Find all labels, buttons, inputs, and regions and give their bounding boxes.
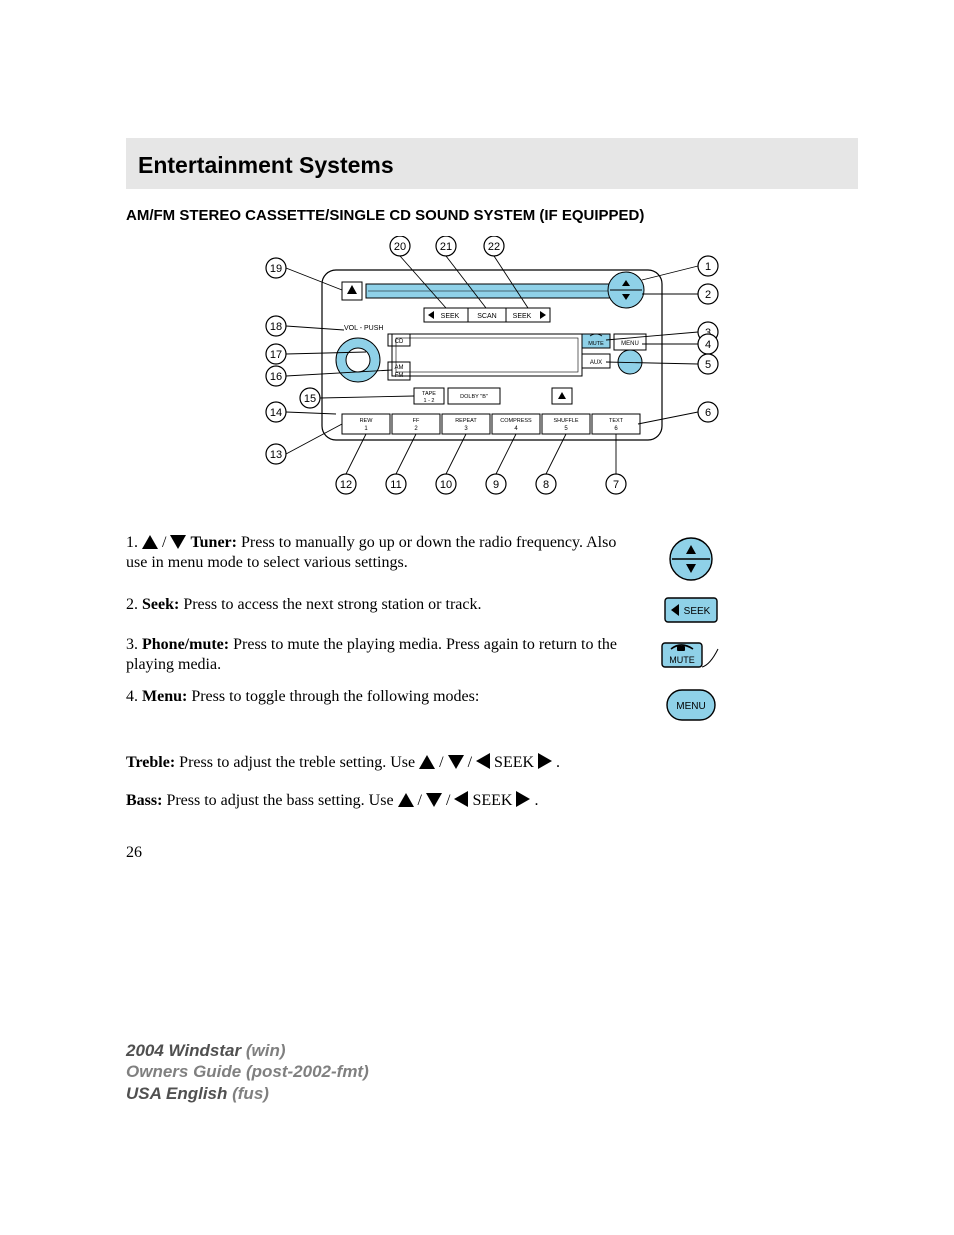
page-number: 26: [126, 843, 858, 863]
svg-text:5: 5: [705, 359, 711, 371]
svg-text:COMPRESS: COMPRESS: [500, 418, 532, 424]
item-3: 3. Phone/mute: Press to mute the playing…: [126, 635, 858, 675]
svg-text:2: 2: [705, 289, 711, 301]
left-triangle-icon: [454, 791, 468, 807]
item-4: 4. Menu: Press to toggle through the fol…: [126, 687, 858, 721]
item-1: 1. / Tuner: Press to manually go up or d…: [126, 533, 858, 583]
svg-text:3: 3: [464, 426, 468, 432]
right-triangle-icon: [538, 753, 552, 769]
item-2: 2. Seek: Press to access the next strong…: [126, 595, 858, 623]
svg-text:4: 4: [705, 339, 711, 351]
svg-text:SEEK: SEEK: [513, 313, 532, 320]
svg-text:17: 17: [270, 349, 282, 361]
svg-text:1: 1: [705, 261, 711, 273]
section-header: Entertainment Systems: [126, 138, 858, 189]
svg-text:SCAN: SCAN: [477, 313, 496, 320]
svg-text:5: 5: [564, 426, 568, 432]
down-triangle-icon: [170, 535, 186, 549]
section-title: Entertainment Systems: [138, 152, 846, 179]
svg-text:REPEAT: REPEAT: [455, 418, 477, 424]
down-triangle-icon: [426, 793, 442, 807]
svg-text:20: 20: [394, 241, 406, 253]
svg-text:SEEK: SEEK: [684, 606, 711, 617]
svg-text:TAPE: TAPE: [422, 391, 436, 397]
svg-text:21: 21: [440, 241, 452, 253]
svg-text:18: 18: [270, 321, 282, 333]
svg-text:22: 22: [488, 241, 500, 253]
treble-line: Treble: Press to adjust the treble setti…: [126, 751, 858, 775]
svg-text:15: 15: [304, 393, 316, 405]
svg-text:9: 9: [493, 479, 499, 491]
svg-text:11: 11: [390, 479, 401, 491]
mute-button: MUTE: [582, 334, 610, 348]
seek-scan-row: SEEK SCAN SEEK: [424, 308, 550, 322]
down-triangle-icon: [448, 755, 464, 769]
svg-text:13: 13: [270, 449, 282, 461]
svg-text:6: 6: [614, 426, 618, 432]
svg-text:AM: AM: [395, 365, 404, 371]
seek-button-icon: SEEK: [646, 595, 736, 623]
svg-text:MUTE: MUTE: [669, 655, 695, 665]
svg-text:TEXT: TEXT: [609, 418, 624, 424]
svg-text:19: 19: [270, 263, 282, 275]
svg-text:CD: CD: [395, 339, 404, 345]
svg-text:16: 16: [270, 371, 282, 383]
svg-text:1: 1: [364, 426, 368, 432]
svg-text:MENU: MENU: [676, 701, 705, 712]
svg-text:1 - 2: 1 - 2: [423, 398, 434, 404]
up-triangle-icon: [142, 535, 158, 549]
radio-diagram: SEEK SCAN SEEK VOL - PUSH CD AM FM: [246, 236, 738, 511]
svg-text:SHUFFLE: SHUFFLE: [553, 418, 578, 424]
svg-text:MUTE: MUTE: [588, 341, 604, 347]
up-triangle-icon: [398, 793, 414, 807]
svg-text:14: 14: [270, 407, 282, 419]
svg-text:FM: FM: [395, 373, 404, 379]
svg-text:SEEK: SEEK: [441, 313, 460, 320]
vol-push-label: VOL - PUSH: [344, 325, 383, 332]
svg-text:AUX: AUX: [590, 360, 602, 366]
svg-text:8: 8: [543, 479, 549, 491]
up-triangle-icon: [419, 755, 435, 769]
left-triangle-icon: [476, 753, 490, 769]
svg-text:4: 4: [514, 426, 518, 432]
subheading: AM/FM STEREO CASSETTE/SINGLE CD SOUND SY…: [126, 207, 858, 226]
mute-button-icon: MUTE: [646, 635, 736, 671]
svg-text:DOLBY "B": DOLBY "B": [460, 394, 488, 400]
svg-text:7: 7: [613, 479, 619, 491]
right-triangle-icon: [516, 791, 530, 807]
svg-text:MENU: MENU: [621, 341, 639, 347]
bass-line: Bass: Press to adjust the bass setting. …: [126, 789, 858, 813]
svg-text:2: 2: [414, 426, 418, 432]
footer: 2004 Windstar (win) Owners Guide (post-2…: [126, 1040, 369, 1104]
svg-text:12: 12: [340, 479, 352, 491]
menu-button-icon: MENU: [646, 687, 736, 721]
svg-text:FF: FF: [413, 418, 420, 424]
svg-text:REW: REW: [360, 418, 374, 424]
svg-text:6: 6: [705, 407, 711, 419]
svg-text:10: 10: [440, 479, 452, 491]
tuner-knob-icon: [646, 533, 736, 583]
